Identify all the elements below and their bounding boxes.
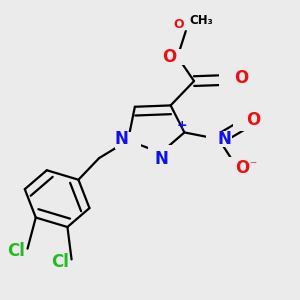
Text: N: N [154, 150, 168, 168]
Text: Cl: Cl [7, 242, 25, 260]
Text: O: O [234, 69, 248, 87]
Text: Cl: Cl [51, 253, 69, 271]
Text: O: O [235, 159, 249, 177]
Text: N: N [114, 130, 128, 148]
Text: N: N [218, 130, 232, 148]
Text: ⁻: ⁻ [249, 159, 256, 173]
Bar [233, 115, 260, 131]
Text: O: O [174, 18, 184, 31]
Bar [115, 132, 141, 148]
Text: CH₃: CH₃ [189, 14, 213, 27]
Text: O: O [246, 111, 260, 129]
Bar [222, 157, 248, 173]
Text: O: O [162, 48, 176, 66]
Bar [148, 145, 174, 161]
Bar [206, 131, 232, 147]
Bar [164, 49, 191, 65]
Text: +: + [176, 119, 187, 132]
Bar [219, 72, 246, 88]
